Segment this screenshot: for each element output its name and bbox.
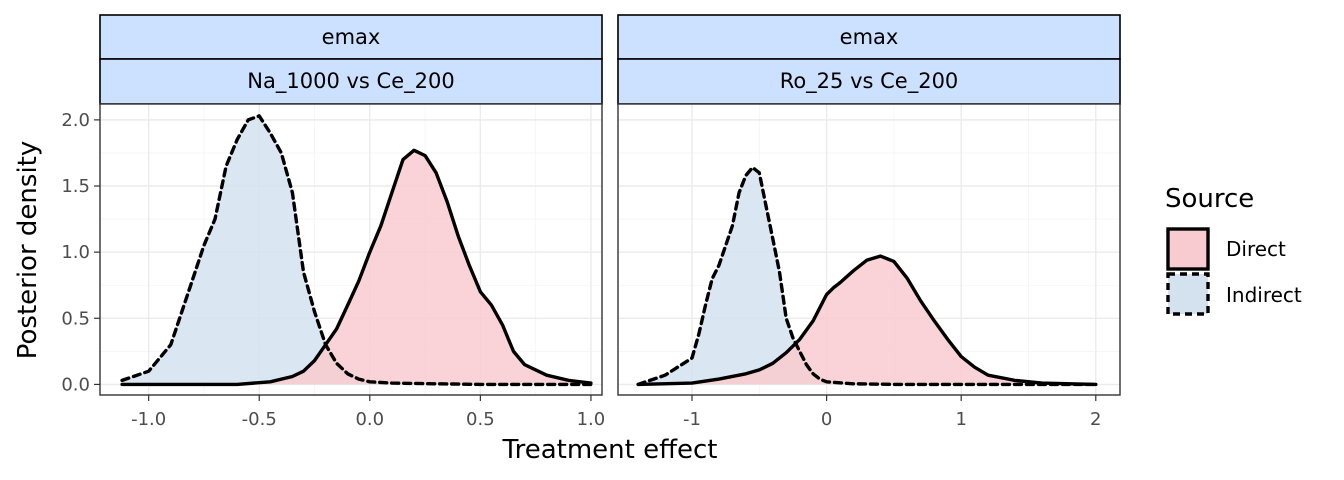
x-axis-title: Treatment effect — [502, 435, 718, 465]
y-axis-title: Posterior density — [13, 141, 43, 360]
facet-panel-2: emax Ro_25 vs Ce_200 -1 0 1 2 — [617, 14, 1121, 430]
axis-ticks: -1.0 -0.5 0.0 0.5 1.0 0.0 0.5 1.0 1.5 2.0 — [61, 110, 605, 430]
plot-panel-border — [617, 103, 1121, 396]
density-line-direct — [120, 148, 593, 387]
facet-panel-1: emax Na_1000 vs Ce_200 -1.0 -0.5 0.0 0.5 1.0… — [61, 14, 605, 430]
y-tick-label: 1.5 — [61, 176, 90, 197]
legend-key-indirect — [1166, 272, 1210, 316]
density-line-direct — [636, 254, 1098, 387]
density-areas — [122, 115, 591, 385]
legend-label-indirect: Indirect — [1226, 283, 1302, 307]
x-tick-label: -0.5 — [242, 409, 277, 430]
x-tick-label: -1 — [683, 409, 701, 430]
density-lines — [636, 165, 1098, 387]
density-area-direct — [638, 256, 1096, 385]
facet-strip-top-label: emax — [322, 25, 381, 49]
x-tick-label: 1 — [955, 409, 966, 430]
facet-strip-bottom-label: Na_1000 vs Ce_200 — [247, 69, 454, 94]
legend-item-direct: Direct — [1166, 227, 1286, 271]
density-areas — [638, 167, 1096, 385]
x-tick-label: -1.0 — [131, 409, 166, 430]
facet-strip-top-label: emax — [840, 25, 899, 49]
density-area-indirect — [122, 115, 591, 385]
legend-key-direct — [1166, 227, 1210, 271]
x-tick-label: 0.0 — [355, 409, 384, 430]
legend: Source Direct Indirect — [1165, 184, 1302, 316]
x-tick-label: 0.5 — [466, 409, 495, 430]
density-area-indirect — [638, 167, 1096, 385]
density-lines — [120, 114, 593, 387]
x-tick-label: 2 — [1090, 409, 1101, 430]
y-tick-label: 1.0 — [61, 242, 90, 263]
axis-ticks: -1 0 1 2 — [683, 395, 1102, 430]
legend-label-direct: Direct — [1226, 237, 1286, 261]
facet-strip-bottom — [99, 58, 603, 105]
y-tick-label: 2.0 — [61, 110, 90, 131]
facet-strip-top — [99, 14, 603, 60]
x-tick-label: 1.0 — [577, 409, 606, 430]
plot-panel-border — [99, 103, 603, 396]
density-line-indirect — [120, 114, 593, 387]
x-tick-label: 0 — [821, 409, 832, 430]
facet-strip-bottom-label: Ro_25 vs Ce_200 — [780, 69, 959, 94]
legend-item-indirect: Indirect — [1166, 272, 1302, 316]
density-area-direct — [122, 150, 591, 385]
y-tick-label: 0.5 — [61, 308, 90, 329]
facet-strip-bottom — [617, 58, 1121, 105]
density-line-indirect — [636, 165, 1098, 387]
legend-title: Source — [1165, 184, 1254, 214]
y-tick-label: 0.0 — [61, 374, 90, 395]
